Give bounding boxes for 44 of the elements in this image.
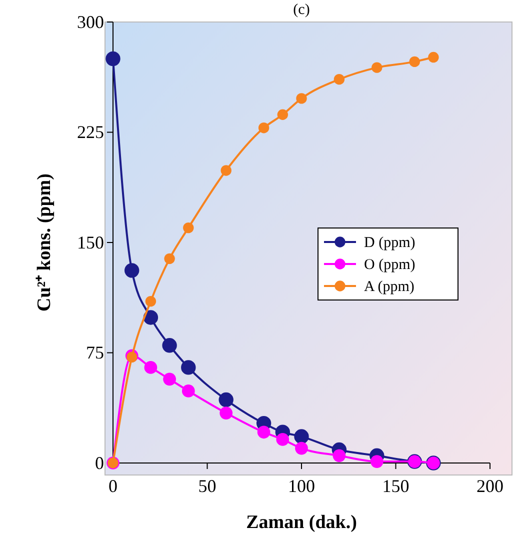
x-tick-label: 100 xyxy=(288,476,315,496)
x-tick-label: 0 xyxy=(108,476,118,496)
y-tick-label: 75 xyxy=(86,342,104,363)
legend-label: O (ppm) xyxy=(364,257,416,273)
point xyxy=(145,296,156,307)
y-tick-label: 150 xyxy=(77,232,104,252)
y-tick-label: 0 xyxy=(95,452,104,473)
point xyxy=(258,122,270,134)
point xyxy=(124,263,140,278)
point xyxy=(164,253,175,264)
legend-label: A (ppm) xyxy=(364,279,414,295)
y-tick-label: 225 xyxy=(77,122,104,142)
x-tick-label: 200 xyxy=(476,476,504,496)
point xyxy=(162,338,177,353)
point xyxy=(296,93,307,104)
x-tick-label: 150 xyxy=(382,476,410,496)
point xyxy=(218,392,234,408)
point xyxy=(295,442,308,455)
point xyxy=(428,52,439,63)
point xyxy=(257,426,270,439)
point xyxy=(276,433,290,446)
x-tick-label: 50 xyxy=(198,476,216,496)
point xyxy=(126,352,138,362)
point xyxy=(334,74,345,85)
point xyxy=(332,449,346,462)
point xyxy=(163,372,176,386)
point xyxy=(182,384,195,398)
point xyxy=(220,165,232,176)
y-tick-label: 300 xyxy=(77,12,104,32)
point xyxy=(294,429,309,444)
chart-title: (c) xyxy=(293,2,310,18)
point xyxy=(409,56,420,68)
y-axis-title: Cu²⁺ kons. (ppm) xyxy=(34,174,55,312)
legend-label: D (ppm) xyxy=(364,235,416,251)
point xyxy=(220,406,233,420)
point xyxy=(143,310,158,325)
point xyxy=(372,62,382,73)
point xyxy=(277,109,288,120)
point xyxy=(144,361,158,374)
point xyxy=(106,51,120,66)
point xyxy=(181,360,196,375)
x-axis-title: Zaman (dak.) xyxy=(246,512,357,533)
point xyxy=(370,455,384,468)
point xyxy=(183,222,194,234)
